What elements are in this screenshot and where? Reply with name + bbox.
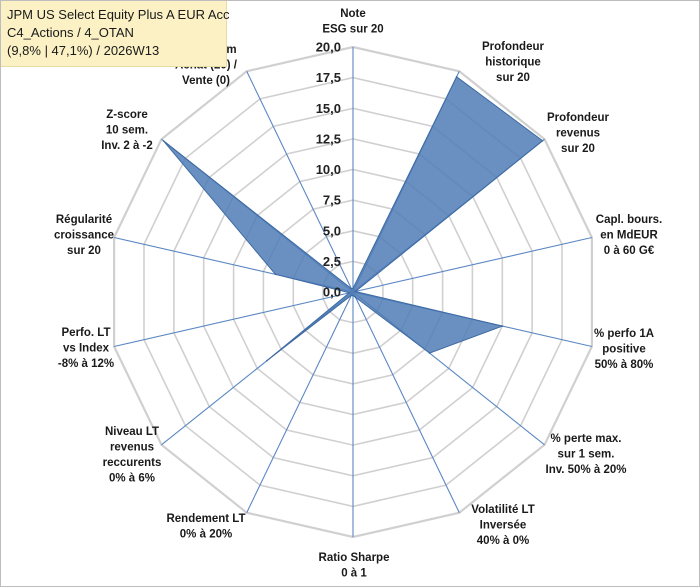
axis-label: Niveau LT revenus reccurents 0% à 6%: [103, 426, 162, 485]
tick-label: 20,0: [316, 40, 341, 55]
axis-label: Régularité croissance sur 20: [54, 214, 114, 257]
data-point: [501, 325, 504, 327]
tick-label: 15,0: [316, 101, 341, 116]
data-point: [354, 296, 357, 299]
data-point: [350, 287, 353, 290]
tick-label: 7,5: [323, 193, 341, 208]
data-point: [352, 287, 354, 290]
axis-label: Rendement LT 0% à 20%: [166, 513, 245, 541]
data-point: [541, 140, 544, 142]
axis-label: Ratio Sharpe 0 à 1: [319, 552, 390, 580]
axis-label: % perte max. sur 1 sem. Inv. 50% à 20%: [546, 433, 627, 476]
title-line-3: (9,8% | 47,1%) / 2026W13: [7, 43, 160, 58]
data-point: [348, 292, 351, 294]
data-point: [455, 76, 458, 78]
tick-label: 17,5: [316, 70, 341, 85]
title-line-2: C4_Actions / 4_OTAN: [7, 25, 134, 40]
chart-title-box: JPM US Select Equity Plus A EUR Acc C4_A…: [1, 1, 230, 67]
tick-label: 0,0: [323, 285, 341, 300]
label-layer: Note ESG sur 20 Profondeur historique sur 20…: [54, 8, 662, 580]
tick-label: 5,0: [323, 223, 341, 238]
axis-spoke: [246, 71, 354, 293]
data-point: [350, 294, 353, 297]
axis-spoke: [246, 291, 354, 513]
data-point: [162, 140, 165, 142]
tick-label: 2,5: [323, 254, 341, 269]
axis-spoke: [113, 291, 354, 348]
axis-label: Profondeur historique sur 20: [482, 41, 544, 84]
data-point: [354, 290, 357, 293]
tick-label: 12,5: [316, 131, 341, 146]
data-point: [274, 273, 277, 276]
data-point: [266, 359, 268, 362]
axis-label: Z-score 10 sem. Inv. 2 à -2: [101, 109, 153, 152]
axis-label: % perfo 1A positive 50% à 80%: [594, 328, 654, 371]
axis-spoke: [352, 236, 593, 293]
data-point: [352, 294, 354, 297]
data-point: [428, 352, 431, 354]
axis-spoke: [352, 291, 460, 513]
tick-layer: 0,0 2,5 5,0 7,5 10,0 12,5 15,0 17,5 20,0: [316, 40, 341, 300]
area-layer: [162, 76, 544, 362]
axis-label: Profondeur revenus sur 20: [547, 112, 609, 155]
axis-label: Perfo. LT vs Index -8% à 12%: [58, 327, 114, 370]
tick-label: 10,0: [316, 162, 341, 177]
axis-label: Note ESG sur 20: [322, 8, 383, 36]
title-line-1: JPM US Select Equity Plus A EUR Acc: [7, 7, 230, 22]
axis-label: Capl. bours. en MdEUR 0 à 60 G€: [596, 214, 662, 257]
axis-label: Volatilité LT Inversée 40% à 0%: [471, 504, 534, 547]
